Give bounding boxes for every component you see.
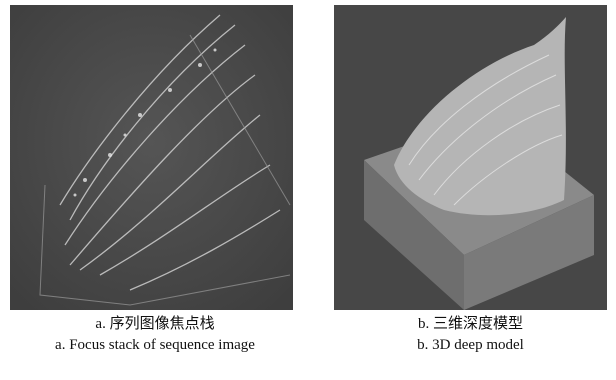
depth-model-image: [334, 5, 607, 310]
caption-en: b. 3D deep model: [334, 335, 607, 356]
caption: a. 序列图像焦点栈 a. Focus stack of sequence im…: [10, 314, 300, 356]
caption: b. 三维深度模型 b. 3D deep model: [334, 314, 607, 356]
caption-en: a. Focus stack of sequence image: [10, 335, 300, 356]
caption-zh: a. 序列图像焦点栈: [10, 314, 300, 335]
figure-page: a. 序列图像焦点栈 a. Focus stack of sequence im…: [0, 0, 616, 380]
caption-zh: b. 三维深度模型: [334, 314, 607, 335]
focus-stack-image: [10, 5, 293, 310]
